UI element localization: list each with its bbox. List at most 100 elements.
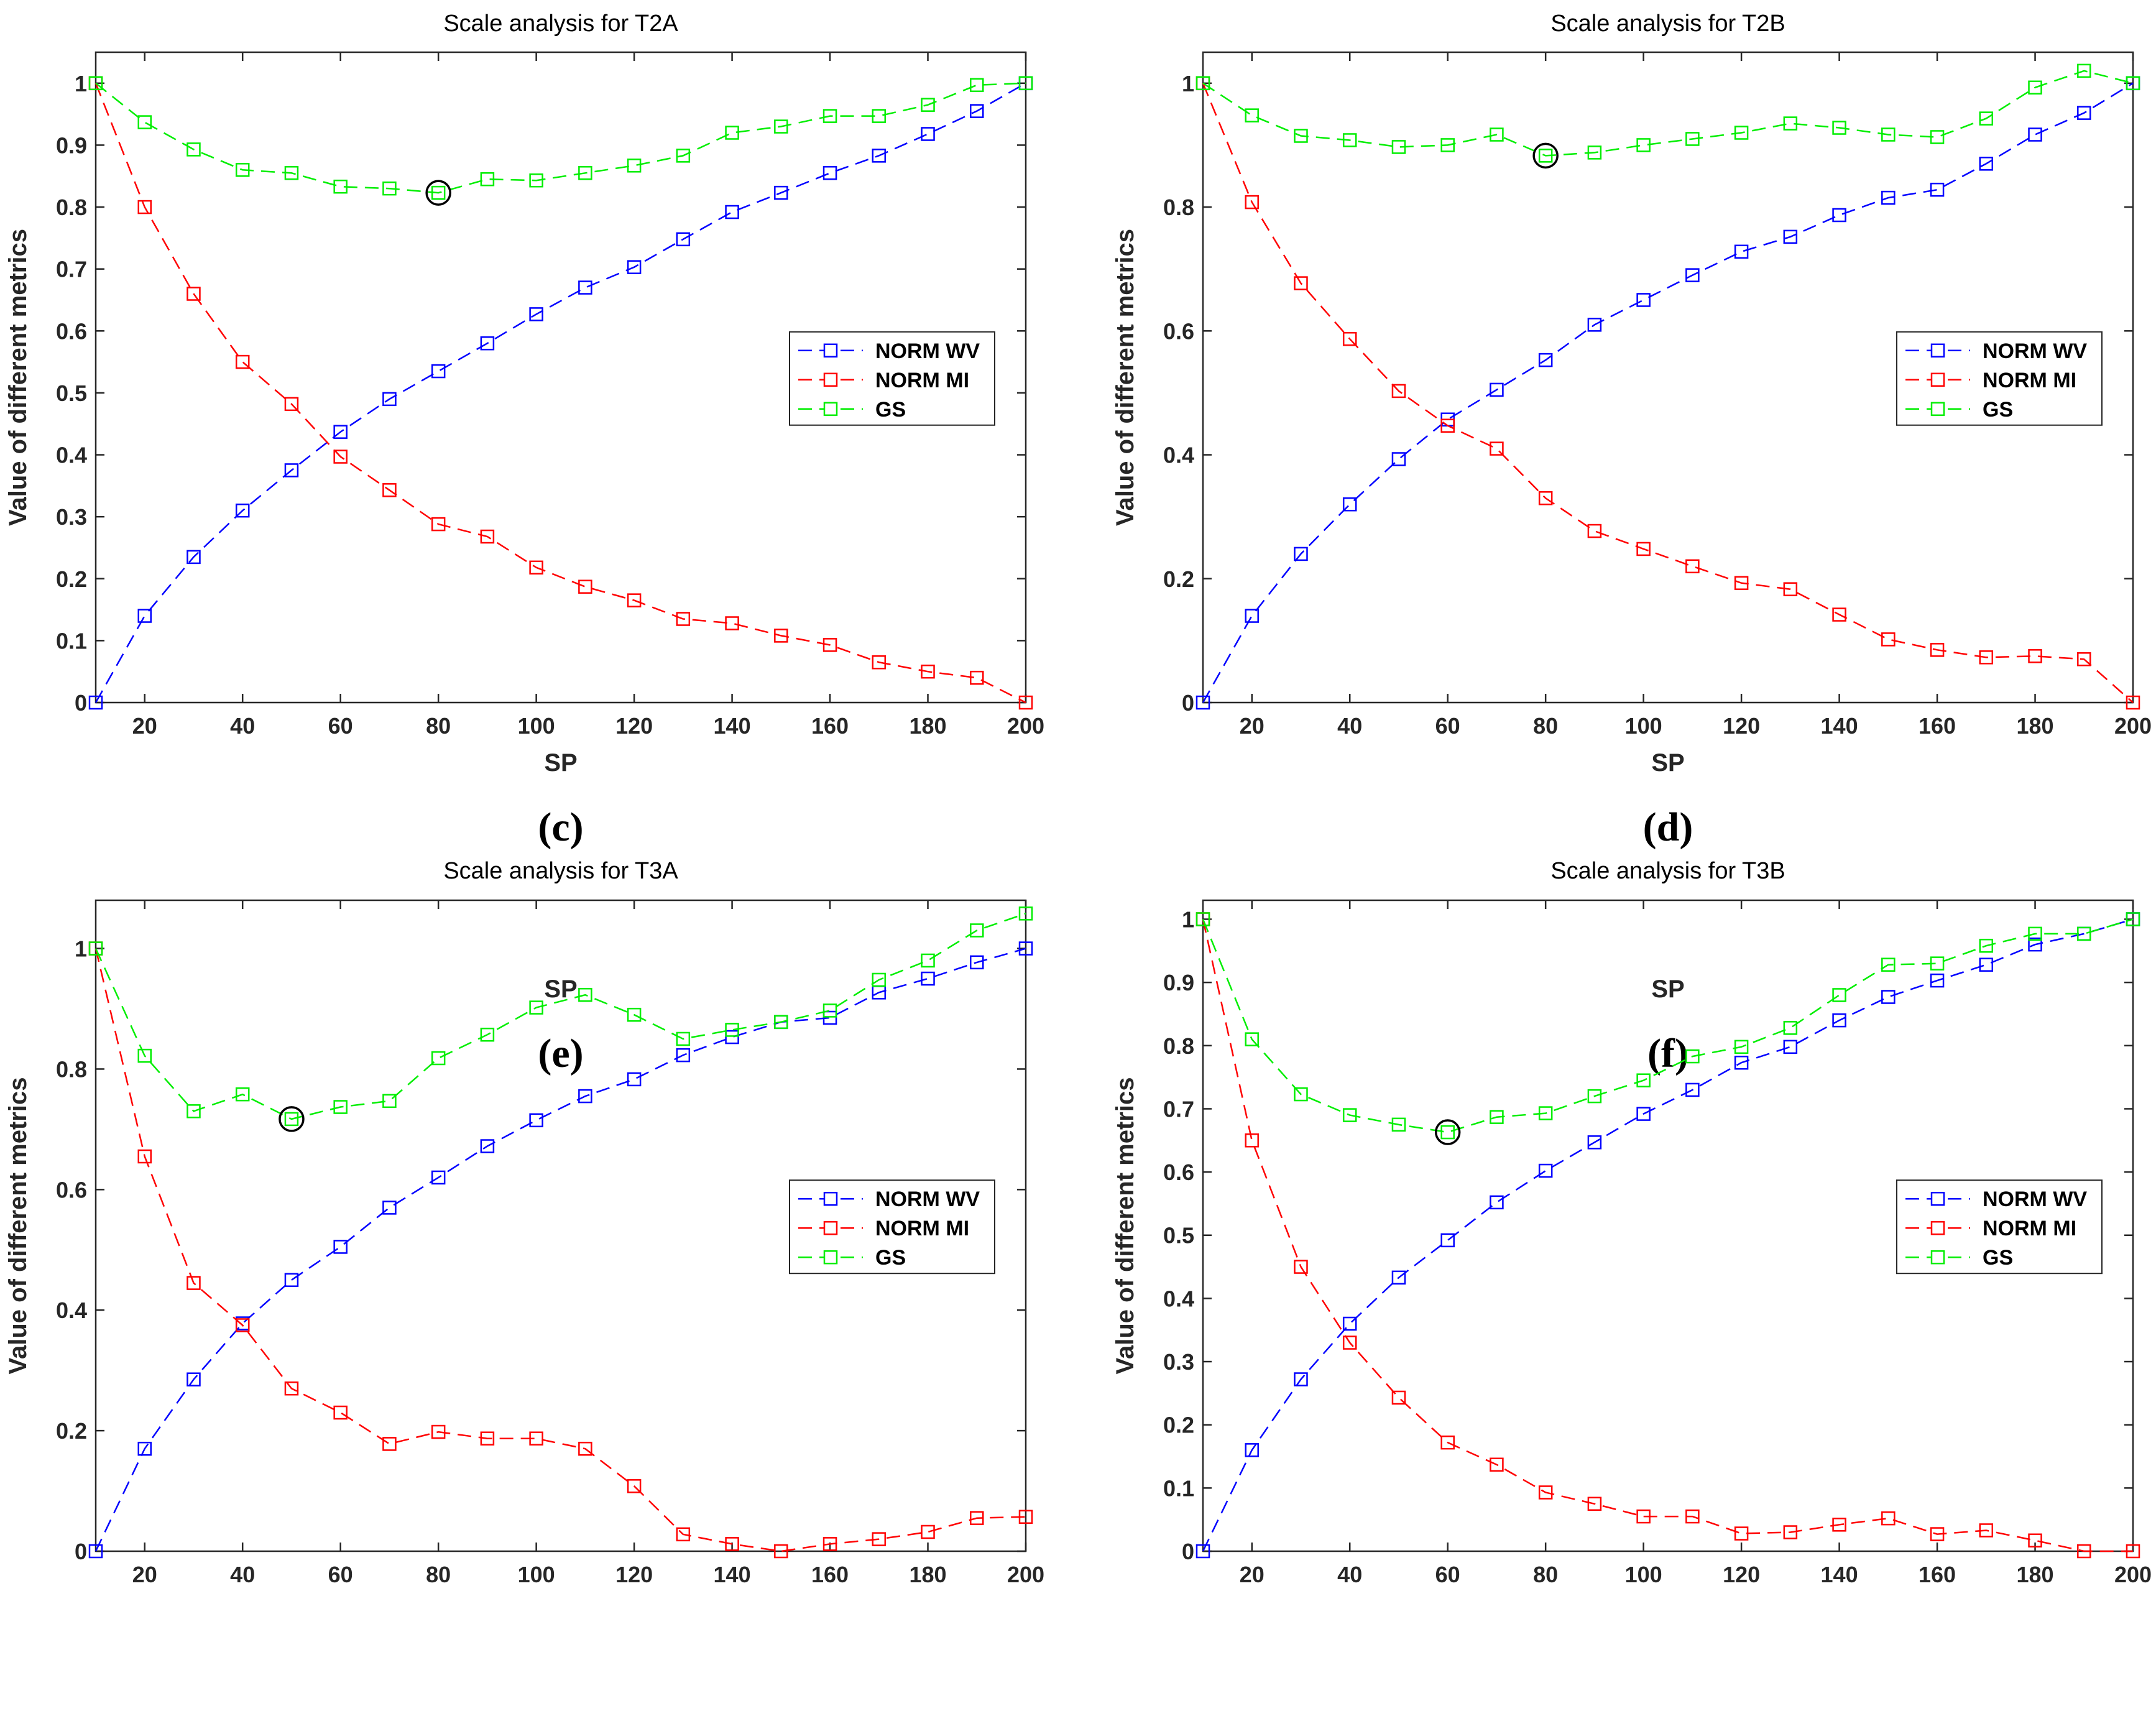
data-point <box>1538 491 1553 505</box>
data-point <box>1342 497 1357 512</box>
data-point <box>1636 293 1651 307</box>
data-point <box>2028 1533 2042 1547</box>
x-tick-label: 40 <box>1337 1562 1362 1587</box>
y-tick-label: 1 <box>75 936 87 962</box>
y-tick-label: 0 <box>75 690 87 716</box>
series-line <box>94 948 1026 1552</box>
x-tick-label: 80 <box>426 1562 451 1587</box>
y-tick-label: 0.8 <box>56 195 87 220</box>
data-point <box>431 1170 446 1185</box>
y-tick-label: 0 <box>1182 690 1194 716</box>
legend-entry: NORM MI <box>875 1217 969 1240</box>
data-point <box>1440 1125 1455 1140</box>
legend-entry: GS <box>1983 398 2013 422</box>
y-tick-label: 0.8 <box>1163 1033 1194 1059</box>
data-point <box>921 664 935 679</box>
data-point <box>970 955 984 970</box>
y-tick-label: 0.1 <box>56 628 87 653</box>
data-point <box>1391 1270 1406 1285</box>
data-point <box>578 280 592 295</box>
data-point <box>284 1273 299 1287</box>
data-point <box>1490 1195 1504 1210</box>
x-tick-label: 200 <box>1007 713 1044 739</box>
y-tick-label: 0.4 <box>1163 443 1194 468</box>
series-line <box>94 948 1026 1552</box>
legend-swatch-marker <box>823 343 838 358</box>
y-tick-label: 0.8 <box>56 1056 87 1082</box>
data-point <box>725 1537 739 1551</box>
data-point <box>1195 76 1210 91</box>
data-point <box>822 638 837 652</box>
legend-entry: NORM WV <box>875 339 980 363</box>
data-point <box>2028 649 2042 663</box>
data-point <box>578 1089 592 1104</box>
chart-title: Scale analysis for T3B <box>1550 858 1785 884</box>
data-point <box>822 1537 837 1551</box>
legend-entry: NORM WV <box>875 1188 980 1211</box>
y-tick-label: 0.1 <box>1163 1475 1194 1501</box>
data-point <box>921 1524 935 1539</box>
data-point <box>137 1048 152 1063</box>
x-axis-label: SP <box>1651 749 1684 777</box>
data-point <box>333 1405 348 1420</box>
data-point <box>1881 957 1896 972</box>
data-point <box>1342 133 1357 147</box>
data-point <box>1930 643 1945 657</box>
data-point <box>1783 1021 1798 1035</box>
data-point <box>1245 1032 1259 1046</box>
x-tick-label: 100 <box>518 713 555 739</box>
data-point <box>1979 938 1994 953</box>
data-point <box>1294 276 1308 290</box>
x-tick-label: 100 <box>1625 713 1662 739</box>
data-point <box>1587 523 1602 538</box>
data-point <box>1685 559 1700 574</box>
data-point <box>333 425 348 439</box>
y-tick-label: 0.6 <box>1163 318 1194 344</box>
data-point <box>1832 208 1846 223</box>
data-point <box>1930 1527 1945 1541</box>
data-point <box>921 971 935 986</box>
data-point <box>1636 1509 1651 1524</box>
data-point <box>2077 652 2091 666</box>
data-point <box>774 119 788 134</box>
data-point <box>1538 149 1553 163</box>
panel-label: (e) <box>538 1031 583 1076</box>
data-point <box>1490 1457 1504 1472</box>
series-line <box>94 83 1026 704</box>
x-tick-label: 80 <box>1533 1562 1558 1587</box>
data-point <box>627 1072 642 1087</box>
data-point <box>970 104 984 118</box>
legend-swatch-marker <box>823 402 838 417</box>
y-tick-label: 0.2 <box>56 566 87 592</box>
y-tick-label: 0.4 <box>1163 1286 1194 1311</box>
data-point <box>1783 582 1798 596</box>
data-point <box>382 483 397 497</box>
data-point <box>333 450 348 464</box>
data-point <box>921 98 935 112</box>
data-point <box>1245 1133 1259 1148</box>
data-point <box>2028 937 2042 952</box>
series-norm-wv <box>1195 76 2140 710</box>
legend-swatch-marker <box>1930 1250 1945 1265</box>
data-point <box>1685 268 1700 282</box>
data-point <box>235 163 250 177</box>
series-line <box>1202 918 2134 1133</box>
y-tick-label: 0 <box>1182 1539 1194 1564</box>
data-point <box>1636 1107 1651 1121</box>
data-point <box>1490 382 1504 397</box>
data-point <box>480 529 495 544</box>
data-point <box>382 1437 397 1451</box>
x-tick-label: 100 <box>1625 1562 1662 1587</box>
x-tick-label: 200 <box>2114 1562 2152 1587</box>
data-point <box>1734 244 1749 259</box>
data-point <box>1685 1509 1700 1524</box>
series-line <box>94 82 1026 703</box>
data-point <box>88 76 103 91</box>
data-point <box>382 181 397 196</box>
data-point <box>88 1544 103 1559</box>
y-axis-label: Value of different metrics <box>1112 1077 1139 1375</box>
data-point <box>431 185 446 200</box>
data-point <box>774 185 788 200</box>
data-point <box>1832 1518 1846 1532</box>
legend-entry: GS <box>875 1246 906 1270</box>
